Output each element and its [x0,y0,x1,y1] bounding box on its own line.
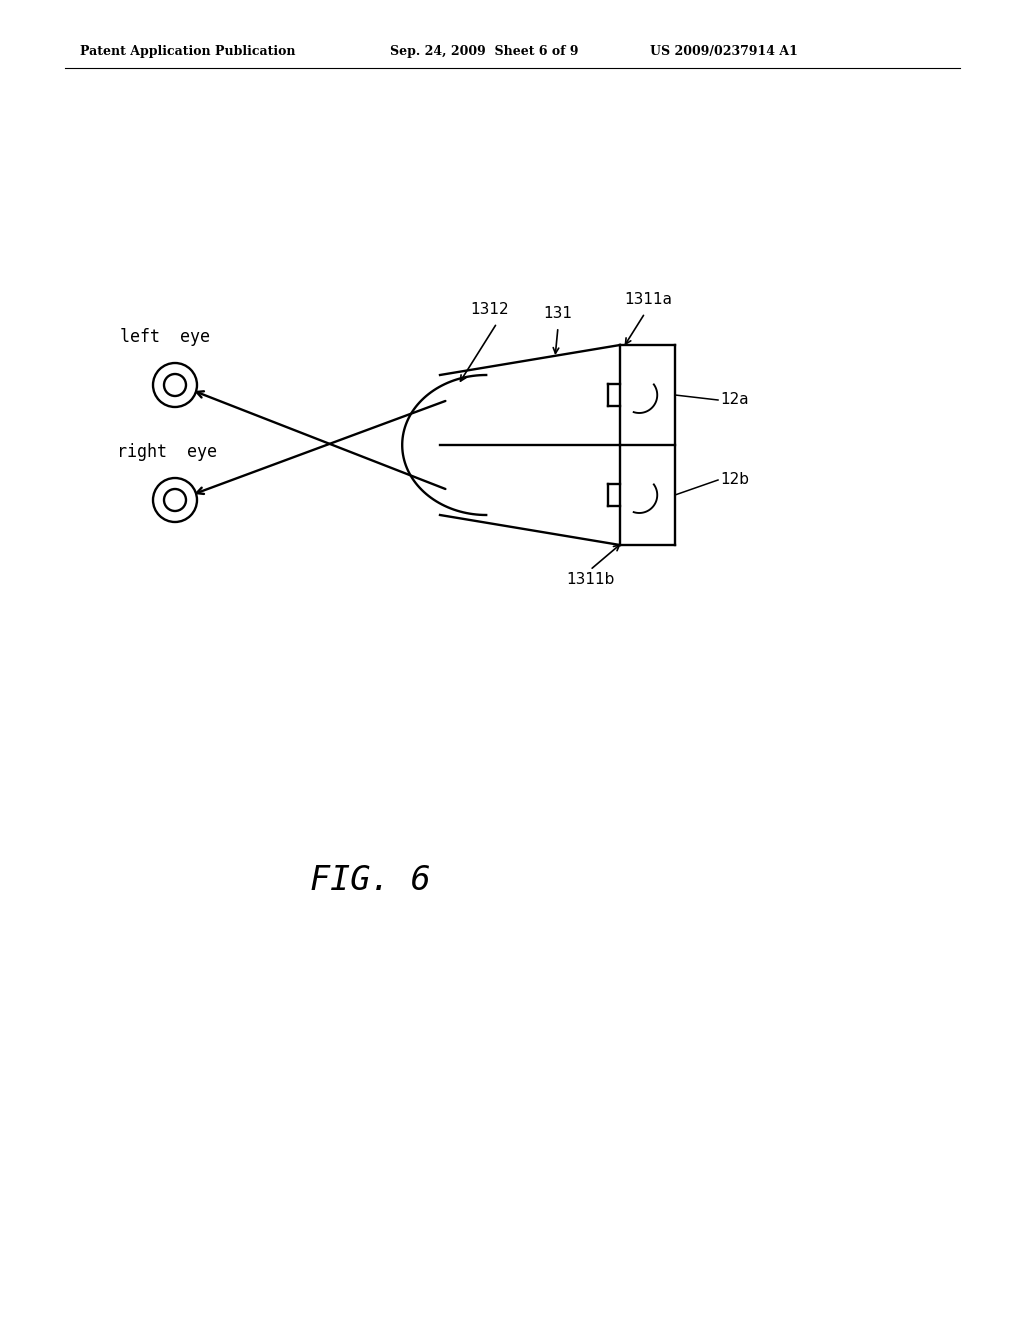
Text: 12a: 12a [720,392,749,408]
Text: FIG. 6: FIG. 6 [309,863,430,896]
Text: 1312: 1312 [471,302,509,318]
Text: left  eye: left eye [120,327,210,346]
Text: 12b: 12b [720,473,749,487]
Text: 1311b: 1311b [566,573,614,587]
Text: US 2009/0237914 A1: US 2009/0237914 A1 [650,45,798,58]
Text: Patent Application Publication: Patent Application Publication [80,45,296,58]
Text: 131: 131 [544,305,572,321]
Text: right  eye: right eye [117,444,217,461]
Text: 1311a: 1311a [624,293,672,308]
Text: Sep. 24, 2009  Sheet 6 of 9: Sep. 24, 2009 Sheet 6 of 9 [390,45,579,58]
